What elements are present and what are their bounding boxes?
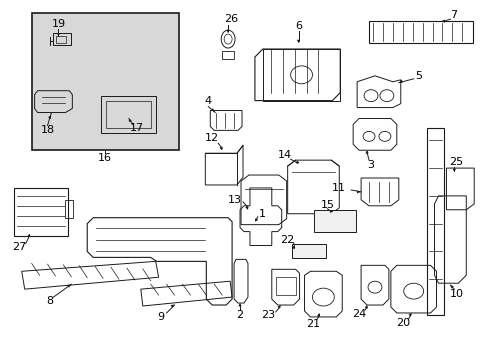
- Text: 8: 8: [46, 296, 53, 306]
- Text: 22: 22: [280, 234, 294, 244]
- Bar: [275, 277, 295, 295]
- Bar: [106, 100, 150, 129]
- Bar: [314, 210, 355, 231]
- Text: 23: 23: [260, 310, 274, 320]
- Text: 2: 2: [236, 310, 243, 320]
- Text: 3: 3: [367, 160, 374, 170]
- Text: 1: 1: [258, 209, 265, 219]
- Bar: [14, 188, 68, 235]
- Text: 13: 13: [227, 195, 242, 205]
- Text: 7: 7: [449, 10, 456, 20]
- Bar: [222, 51, 234, 59]
- Bar: [53, 33, 71, 45]
- Text: 17: 17: [129, 123, 143, 134]
- Text: 18: 18: [41, 125, 55, 135]
- Text: 27: 27: [13, 243, 27, 252]
- Text: 16: 16: [98, 153, 112, 163]
- Bar: [65, 200, 73, 218]
- Bar: [56, 36, 66, 43]
- Bar: [291, 244, 325, 258]
- Text: 14: 14: [277, 150, 291, 160]
- Text: 4: 4: [204, 96, 211, 105]
- Bar: [368, 21, 472, 43]
- Text: 20: 20: [395, 318, 409, 328]
- Text: 24: 24: [351, 309, 366, 319]
- Text: 11: 11: [331, 183, 346, 193]
- Bar: [263, 49, 340, 100]
- Text: 12: 12: [205, 133, 219, 143]
- Text: 5: 5: [414, 71, 421, 81]
- Bar: [426, 129, 444, 315]
- Bar: [101, 96, 155, 133]
- Text: 21: 21: [306, 319, 320, 329]
- Text: 15: 15: [320, 200, 334, 210]
- Text: 26: 26: [224, 14, 238, 24]
- Text: 19: 19: [51, 19, 65, 29]
- Text: 6: 6: [294, 21, 302, 31]
- Text: 9: 9: [157, 312, 164, 322]
- Text: 10: 10: [448, 289, 463, 299]
- Bar: [32, 13, 178, 150]
- Text: 25: 25: [448, 157, 463, 167]
